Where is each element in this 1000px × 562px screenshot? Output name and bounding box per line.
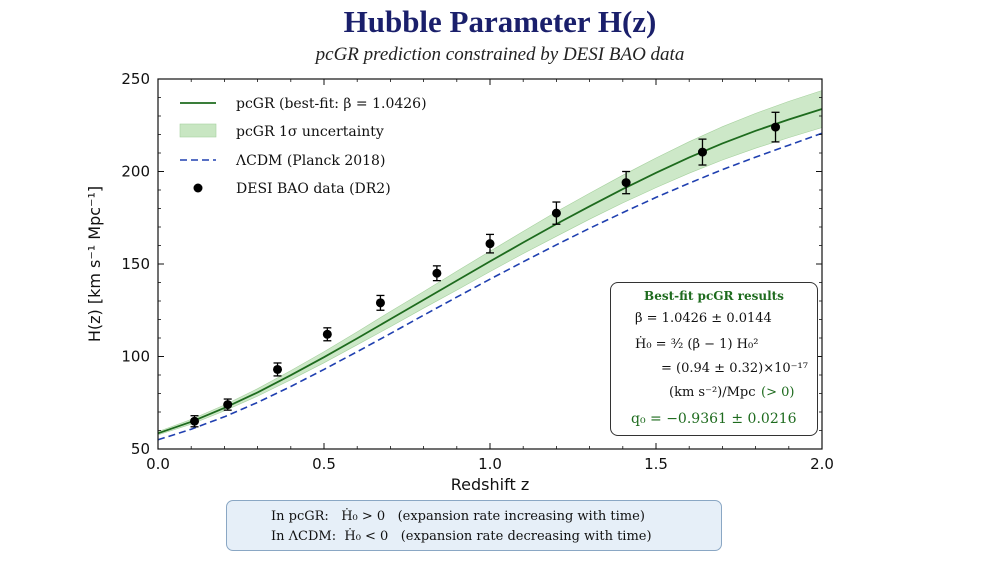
y-tick-label: 100 (121, 348, 150, 366)
results-hdot-sign: (> 0) (761, 385, 795, 400)
legend-label-desi: DESI BAO data (DR2) (236, 181, 391, 197)
comparison-note: In pcGR: Ḣ₀ > 0 (expansion rate increasi… (226, 500, 722, 551)
desi-data-point (273, 364, 283, 374)
chart-title: Hubble Parameter H(z) (343, 4, 657, 39)
results-q0: q₀ = −0.9361 ± 0.0216 (631, 411, 797, 427)
x-tick-label: 0.5 (312, 455, 336, 473)
x-axis-label: Redshift z (451, 475, 529, 494)
legend-swatch-desi (193, 183, 203, 193)
desi-data-point (771, 122, 781, 132)
legend-swatch-band (179, 123, 217, 138)
desi-data-point (697, 147, 707, 157)
desi-data-point (322, 329, 332, 339)
results-title: Best-fit pcGR results (644, 289, 784, 303)
y-axis-label: H(z) [km s⁻¹ Mpc⁻¹] (85, 186, 104, 342)
legend-label-band: pcGR 1σ uncertainty (236, 124, 384, 140)
y-tick-label: 200 (121, 163, 150, 181)
x-tick-label: 1.5 (644, 455, 668, 473)
desi-data-point (190, 416, 200, 426)
note-line-lcdm: In ΛCDM: Ḣ₀ < 0 (expansion rate decreasi… (271, 529, 652, 544)
desi-data-point (551, 208, 561, 218)
y-tick-label: 250 (121, 70, 150, 88)
legend-label-pcgr: pcGR (best-fit: β = 1.0426) (236, 96, 427, 112)
y-tick-label: 50 (131, 440, 150, 458)
desi-data-point (223, 400, 233, 410)
lcdm-line (157, 132, 823, 441)
legend: pcGR (best-fit: β = 1.0426) pcGR 1σ unce… (179, 96, 427, 197)
results-beta: β = 1.0426 ± 0.0144 (635, 311, 772, 326)
desi-data-point (485, 239, 495, 249)
note-line-pcgr: In pcGR: Ḣ₀ > 0 (expansion rate increasi… (271, 509, 645, 524)
results-hdot-value: = (0.94 ± 0.32)×10⁻¹⁷ (661, 361, 808, 376)
pcgr-line (157, 108, 823, 435)
desi-data-point (621, 178, 631, 188)
results-box: Best-fit pcGR results β = 1.0426 ± 0.014… (610, 282, 818, 436)
results-hdot-equation: Ḣ₀ = ³⁄₂ (β − 1) H₀² (635, 337, 759, 352)
results-hdot-units: (km s⁻²)/Mpc (669, 385, 756, 400)
y-tick-label: 150 (121, 255, 150, 273)
desi-data-point (375, 298, 385, 308)
x-tick-label: 0.0 (146, 455, 170, 473)
hubble-chart: 0.0 0.5 1.0 1.5 2.0 50 100 150 200 250 Redshift z… (85, 70, 834, 494)
legend-label-lcdm: ΛCDM (Planck 2018) (235, 153, 385, 169)
x-tick-label: 1.0 (478, 455, 502, 473)
x-tick-label: 2.0 (810, 455, 834, 473)
desi-data-point (432, 268, 442, 278)
chart-subtitle: pcGR prediction constrained by DESI BAO … (315, 44, 685, 65)
